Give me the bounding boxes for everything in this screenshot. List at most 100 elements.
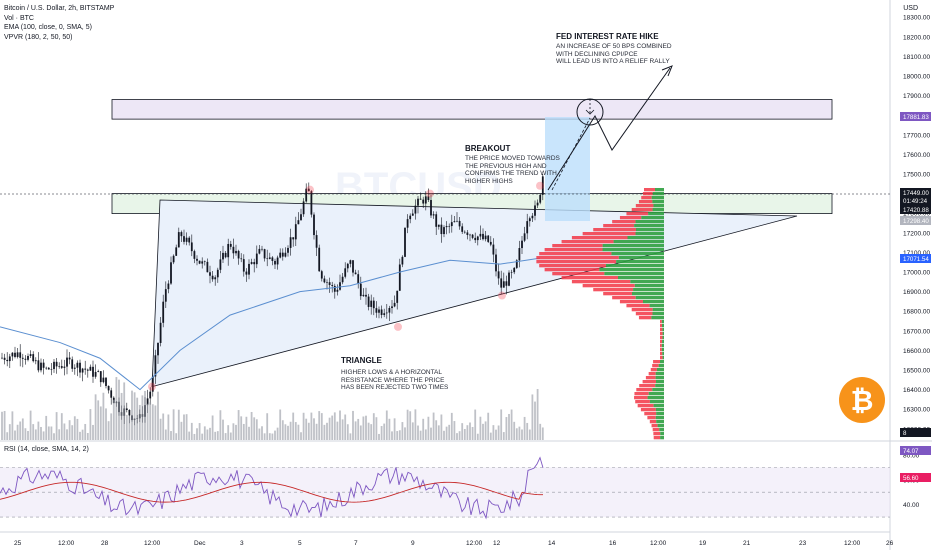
volume-bar (86, 432, 89, 440)
volume-bar (16, 424, 19, 440)
vpvr-bar-up (602, 248, 664, 252)
vpvr-bar-up (656, 412, 664, 416)
price-axis-tag: 17298.40 (903, 218, 929, 225)
candle-body (258, 248, 261, 254)
volume-bar (469, 422, 471, 440)
volume-bar (263, 433, 266, 440)
candle-body (55, 361, 58, 367)
candle-body (307, 188, 310, 192)
volume-bar (92, 424, 94, 440)
vpvr-bar-up (656, 380, 664, 384)
volume-bar (157, 391, 159, 440)
candle-body (482, 233, 484, 240)
candle-body (456, 220, 458, 222)
candle-body (414, 205, 417, 214)
vpvr-bar-up (655, 372, 664, 376)
price-axis-tag-bg (900, 473, 931, 482)
candle-body (102, 377, 105, 383)
volume-bar (97, 400, 100, 440)
vpvr-bar-down (660, 344, 662, 348)
candle-body (401, 256, 404, 265)
vpvr-bar-up (635, 296, 664, 300)
candle-body (253, 262, 256, 265)
time-tick-label: Dec (194, 540, 206, 547)
currency-label[interactable]: USD (903, 5, 918, 12)
candle-body (8, 356, 11, 362)
volume-bar (68, 420, 71, 440)
volume-bar (396, 431, 399, 440)
candle-body (372, 300, 375, 309)
price-tick-label: 17700.00 (903, 132, 930, 139)
vpvr-bar-up (660, 436, 664, 440)
candle-body (224, 252, 227, 258)
vpvr-bar-up (652, 192, 664, 196)
volume-bar (302, 412, 305, 440)
candle-body (185, 237, 188, 242)
volume-bar (492, 425, 495, 440)
volume-bar (45, 415, 48, 440)
vpvr-bar-down (660, 332, 663, 336)
symbol-label[interactable]: Bitcoin / U.S. Dollar, 2h, BITSTAMP (4, 5, 115, 12)
volume-bar (274, 430, 276, 440)
volume-bar (458, 431, 461, 440)
candle-body (323, 278, 326, 283)
vpvr-bar-up (642, 300, 664, 304)
touch-point-marker (394, 322, 402, 331)
vpvr-bar-up (618, 256, 664, 260)
volume-bar (66, 429, 68, 440)
volume-bar (159, 418, 162, 440)
volume-bar (128, 416, 131, 440)
vpvr-bar-up (634, 224, 664, 228)
time-tick-label: 23 (799, 540, 807, 547)
vpvr-bar-down (653, 432, 661, 436)
candle-body (479, 233, 482, 237)
vpvr-bar-down (648, 372, 656, 376)
vpvr-bar-down (636, 388, 653, 392)
volume-bar (352, 410, 354, 440)
vpvr-bar-down (603, 224, 635, 228)
candle-body (502, 281, 505, 288)
volume-bar (79, 431, 81, 440)
candle-body (151, 376, 154, 392)
candle-body (32, 354, 35, 362)
time-tick-label: 21 (743, 540, 751, 547)
volume-bar (388, 418, 391, 440)
volume-legend[interactable]: Vol · BTC (4, 14, 34, 22)
candle-body (365, 294, 367, 297)
candle-body (375, 308, 378, 313)
volume-bar (32, 424, 35, 440)
volume-bar (336, 421, 339, 440)
candle-body (492, 244, 495, 255)
vpvr-legend[interactable]: VPVR (180, 2, 50, 50) (4, 33, 73, 41)
volume-bar (484, 421, 487, 440)
vpvr-bar-down (619, 300, 643, 304)
volume-bar (443, 430, 445, 440)
volume-bar (14, 430, 16, 440)
vpvr-bar-up (654, 188, 664, 192)
volume-bar (193, 433, 196, 440)
volume-bar (346, 424, 349, 440)
candle-body (489, 241, 492, 245)
candle-body (42, 362, 45, 368)
volume-bar (162, 413, 165, 440)
vpvr-bar-down (544, 248, 603, 252)
rsi-tick-label: 80.00 (903, 452, 920, 459)
candle-body (201, 261, 204, 264)
vpvr-bar-down (638, 316, 652, 320)
volume-bar (232, 423, 235, 440)
candle-body (94, 371, 97, 377)
price-tick-label: 17200.00 (903, 230, 930, 237)
rsi-legend[interactable]: RSI (14, close, SMA, 14, 2) (4, 446, 89, 453)
breakout-title: BREAKOUT (465, 144, 511, 153)
volume-bar (328, 417, 331, 440)
volume-bar (495, 429, 497, 440)
candle-body (313, 214, 315, 236)
candle-body (261, 248, 263, 250)
candle-body (276, 257, 279, 265)
ema-legend[interactable]: EMA (100, close, 0, SMA, 5) (4, 24, 92, 32)
candle-body (214, 277, 217, 280)
candle-body (14, 352, 16, 357)
candle-body (422, 199, 425, 204)
